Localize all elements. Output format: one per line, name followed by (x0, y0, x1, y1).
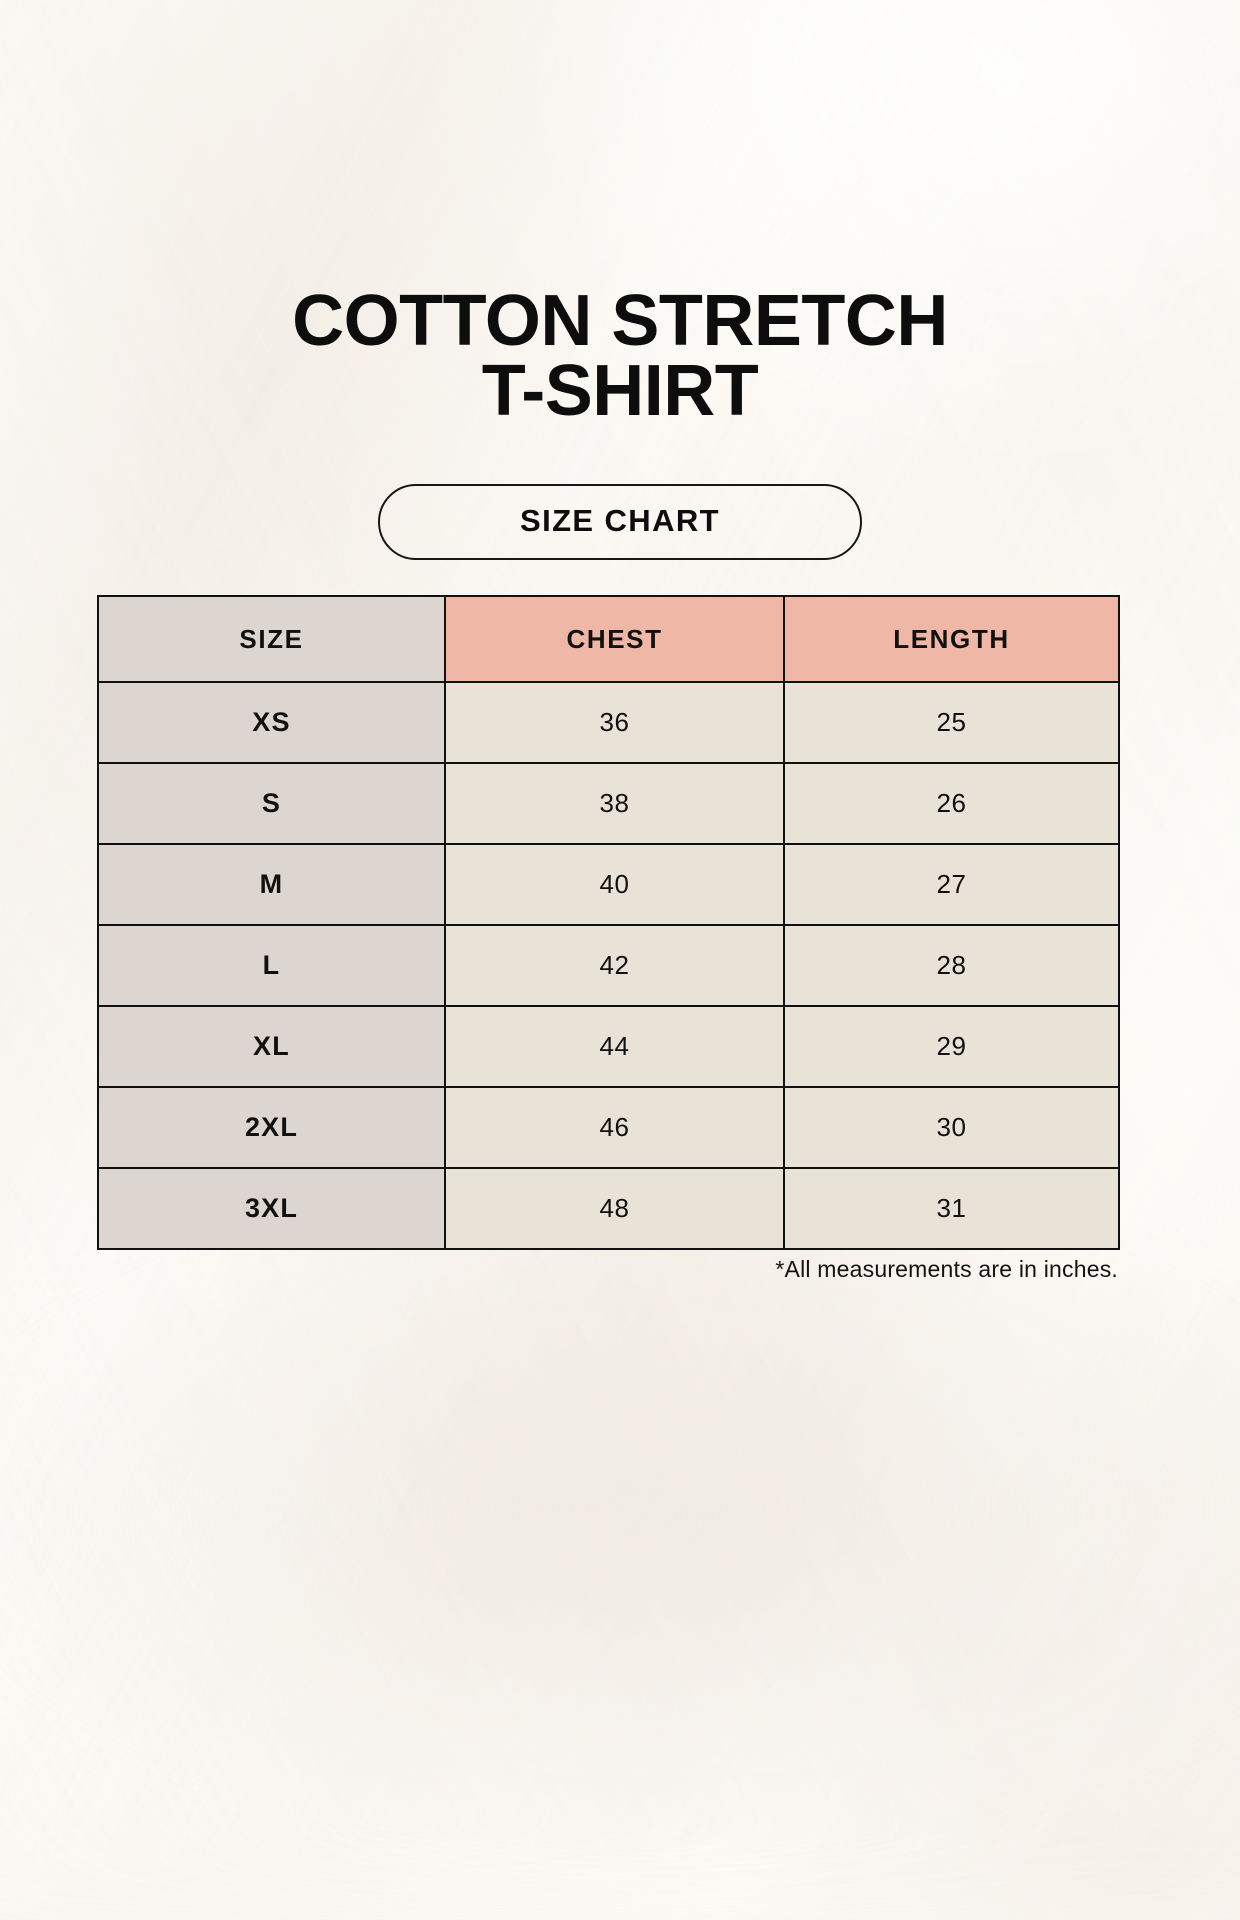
cell-size: L (97, 924, 446, 1007)
cell-size: M (97, 843, 446, 926)
column-header-length: LENGTH (783, 595, 1120, 683)
cell-length: 31 (783, 1167, 1120, 1250)
table-head: SIZE CHEST LENGTH (97, 595, 1120, 683)
table-row: S 38 26 (97, 762, 1120, 845)
cell-chest: 44 (444, 1005, 785, 1088)
cell-length: 25 (783, 681, 1120, 764)
size-chart-badge-container: SIZE CHART (0, 484, 1240, 560)
table-header-row: SIZE CHEST LENGTH (97, 595, 1120, 683)
cell-chest: 48 (444, 1167, 785, 1250)
table-row: L 42 28 (97, 924, 1120, 1007)
cell-length: 30 (783, 1086, 1120, 1169)
cell-chest: 38 (444, 762, 785, 845)
cell-chest: 42 (444, 924, 785, 1007)
table-row: 3XL 48 31 (97, 1167, 1120, 1250)
cell-size: S (97, 762, 446, 845)
background-corner-glow (460, 0, 1240, 520)
page-title-line-1: COTTON STRETCH (292, 281, 948, 361)
size-chart-page: COTTON STRETCH T-SHIRT SIZE CHART SIZE C… (0, 281, 1240, 1282)
column-header-chest: CHEST (444, 595, 785, 683)
cell-chest: 36 (444, 681, 785, 764)
size-chart-badge: SIZE CHART (378, 484, 862, 560)
table-row: 2XL 46 30 (97, 1086, 1120, 1169)
column-header-size: SIZE (97, 595, 446, 683)
page-title: COTTON STRETCH T-SHIRT (0, 281, 1240, 431)
cell-length: 28 (783, 924, 1120, 1007)
cell-size: XL (97, 1005, 446, 1088)
cell-size: 2XL (97, 1086, 446, 1169)
table-body: XS 36 25 S 38 26 M 40 27 L 42 28 (97, 681, 1120, 1250)
size-chart-table: SIZE CHEST LENGTH XS 36 25 S 38 26 M (97, 595, 1120, 1250)
cell-size: 3XL (97, 1167, 446, 1250)
cell-size: XS (97, 681, 446, 764)
measurement-note: *All measurements are in inches. (775, 1256, 1118, 1282)
table-row: XS 36 25 (97, 681, 1120, 764)
size-chart-table-container: SIZE CHEST LENGTH XS 36 25 S 38 26 M (97, 595, 1120, 1250)
cell-chest: 40 (444, 843, 785, 926)
table-row: M 40 27 (97, 843, 1120, 926)
table-row: XL 44 29 (97, 1005, 1120, 1088)
page-title-line-2: T-SHIRT (481, 351, 759, 431)
cell-length: 29 (783, 1005, 1120, 1088)
cell-length: 27 (783, 843, 1120, 926)
cell-length: 26 (783, 762, 1120, 845)
cell-chest: 46 (444, 1086, 785, 1169)
